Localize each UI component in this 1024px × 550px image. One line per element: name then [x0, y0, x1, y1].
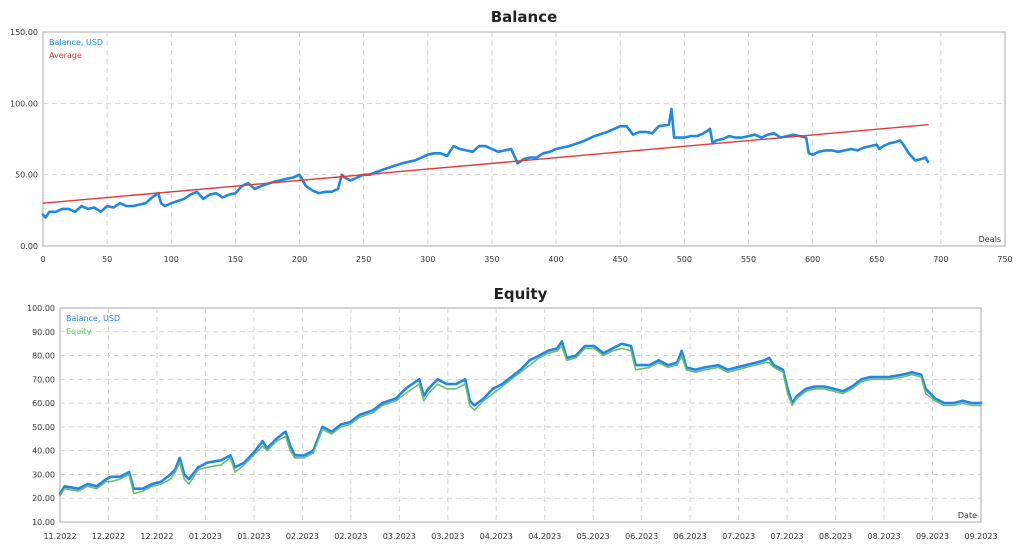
y-tick-label: 60.00 [32, 399, 55, 408]
plot-frame [59, 307, 982, 523]
x-tick-label: 04.2023 [528, 532, 561, 541]
chart-title: Balance [491, 8, 558, 26]
chart-title: Equity [494, 285, 548, 303]
y-tick-label: 0.00 [20, 242, 38, 251]
x-tick-label: 50 [102, 255, 112, 264]
y-tick-label: 10.00 [32, 518, 55, 527]
x-tick-label: 05.2023 [577, 532, 610, 541]
y-tick-label: 20.00 [32, 494, 55, 503]
x-tick-label: 01.2023 [189, 532, 222, 541]
x-tick-label: 06.2023 [674, 532, 707, 541]
legend-entry: Average [49, 51, 82, 60]
x-tick-label: 02.2023 [286, 532, 319, 541]
y-tick-label: 50.00 [32, 423, 55, 432]
x-tick-label: 03.2023 [383, 532, 416, 541]
x-tick-label: 03.2023 [431, 532, 464, 541]
x-tick-label: 200 [292, 255, 307, 264]
x-axis-label: Date [958, 511, 977, 520]
y-tick-label: 100.00 [10, 99, 38, 108]
x-tick-label: 500 [677, 255, 692, 264]
x-tick-label: 600 [805, 255, 820, 264]
y-tick-label: 70.00 [32, 375, 55, 384]
legend-entry: Balance, USD [49, 38, 103, 47]
legend-entry: Balance, USD [66, 314, 120, 323]
x-tick-label: 650 [869, 255, 884, 264]
x-tick-label: 250 [356, 255, 371, 264]
series-line-balance-usd [58, 340, 983, 495]
x-tick-label: 07.2023 [771, 532, 804, 541]
chart-equity: Equity 11.2022 12.2022 12.2022 01.2023 01.202… [27, 285, 998, 541]
y-tick-label: 40.00 [32, 447, 55, 456]
legend-entry: Equity [66, 327, 92, 336]
y-tick-label: 100.00 [27, 304, 55, 313]
x-tick-label: 08.2023 [819, 532, 852, 541]
plot-frame [42, 31, 1006, 247]
x-tick-label: 700 [933, 255, 948, 264]
y-tick-label: 90.00 [32, 328, 55, 337]
chart-balance: Balance 0 50 100 150 200 250 300 350 400 450 500 550… [10, 8, 1013, 264]
series-line-average [42, 124, 929, 204]
x-tick-label: 11.2022 [43, 532, 76, 541]
x-tick-label: 12.2022 [140, 532, 173, 541]
x-tick-label: 450 [613, 255, 628, 264]
y-tick-label: 150.00 [10, 28, 38, 37]
x-tick-label: 09.2023 [964, 532, 997, 541]
x-axis-label: Deals [979, 235, 1001, 244]
x-tick-label: 350 [484, 255, 499, 264]
x-tick-label: 750 [997, 255, 1012, 264]
x-tick-label: 300 [420, 255, 435, 264]
x-tick-label: 12.2022 [92, 532, 125, 541]
x-tick-label: 04.2023 [480, 532, 513, 541]
y-tick-label: 80.00 [32, 352, 55, 361]
y-tick-label: 30.00 [32, 470, 55, 479]
x-tick-label: 0 [40, 255, 45, 264]
x-tick-label: 150 [228, 255, 243, 264]
x-tick-label: 550 [741, 255, 756, 264]
x-tick-label: 400 [548, 255, 563, 264]
x-tick-label: 100 [164, 255, 179, 264]
x-tick-label: 02.2023 [334, 532, 367, 541]
series-line-equity [59, 345, 982, 497]
x-tick-label: 09.2023 [916, 532, 949, 541]
series-line-balance-usd [41, 107, 930, 219]
x-tick-label: 07.2023 [722, 532, 755, 541]
y-tick-label: 50.00 [15, 171, 38, 180]
x-tick-label: 08.2023 [868, 532, 901, 541]
x-tick-label: 01.2023 [237, 532, 270, 541]
x-tick-label: 06.2023 [625, 532, 658, 541]
